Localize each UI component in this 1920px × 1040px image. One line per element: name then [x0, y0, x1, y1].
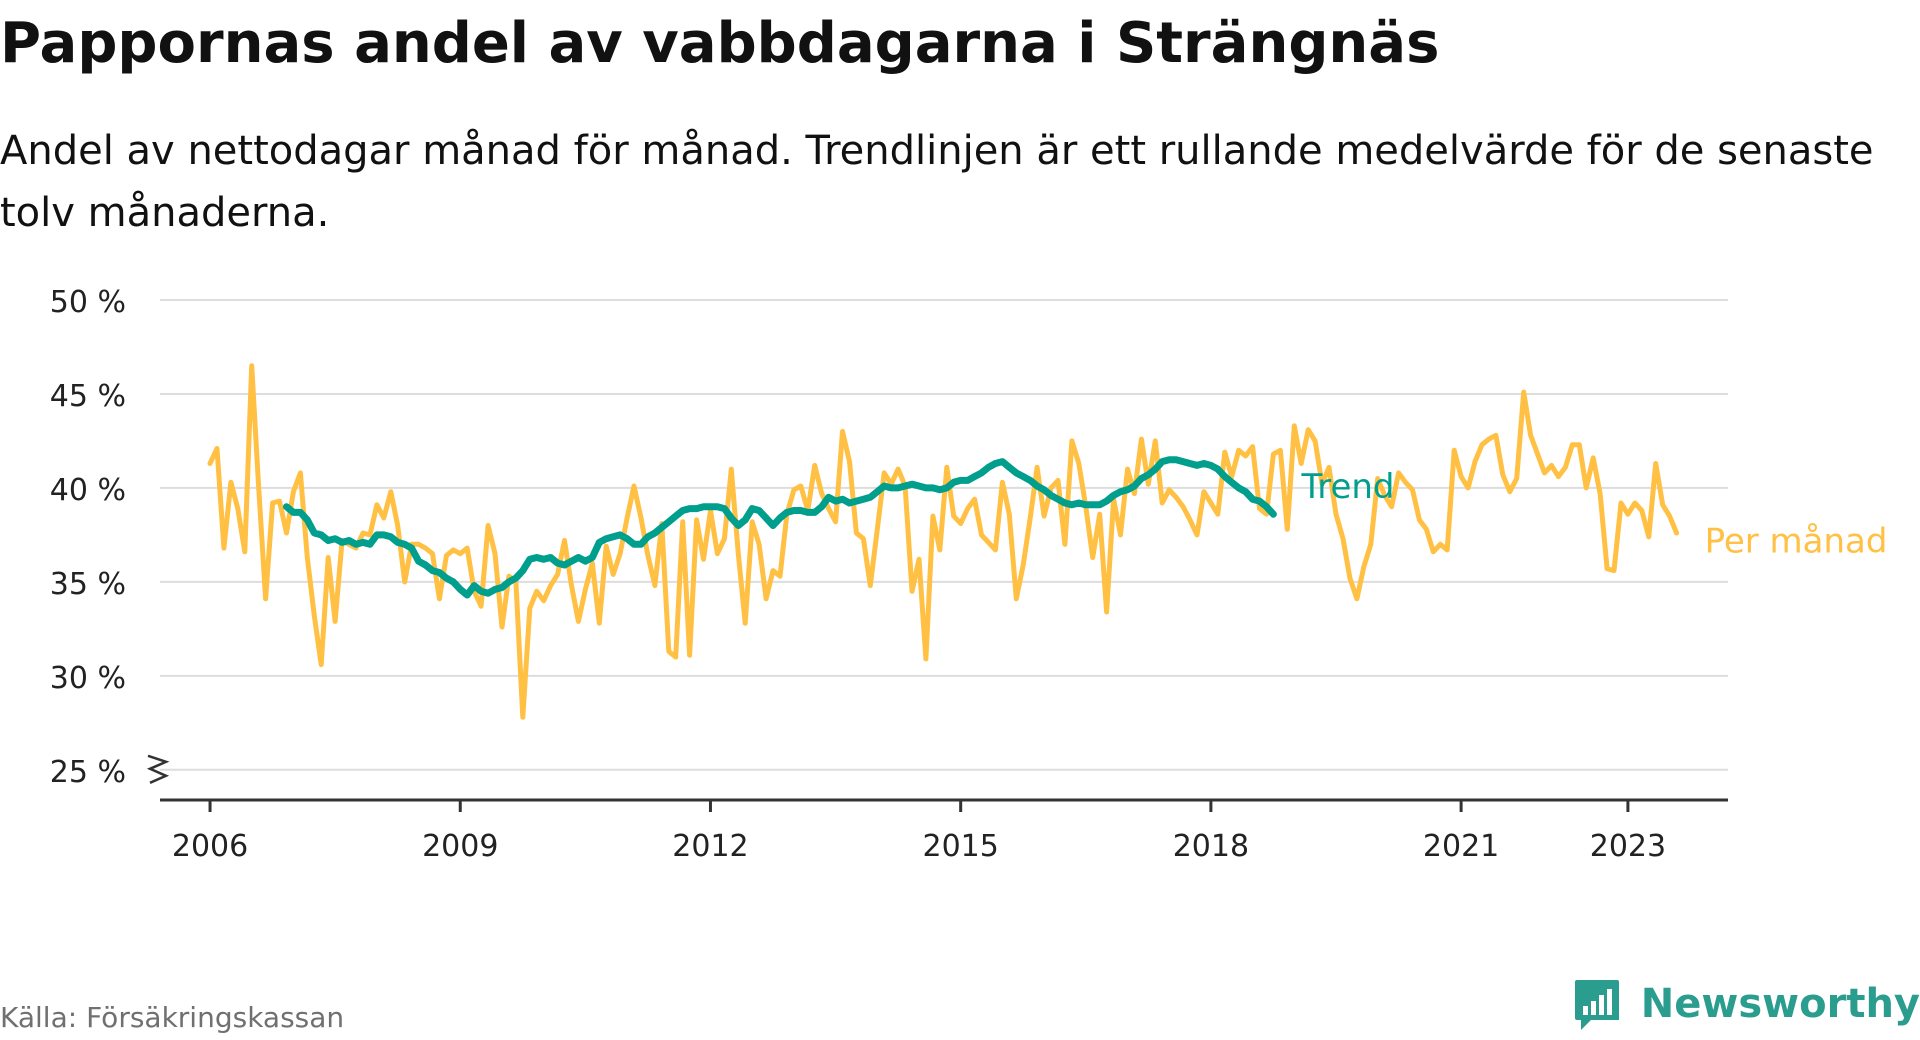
series-label-trend: Trend — [1300, 467, 1394, 507]
x-tick-label: 2018 — [1173, 829, 1249, 864]
y-tick-label: 40 % — [50, 473, 126, 508]
x-tick-label: 2009 — [422, 829, 498, 864]
y-axis-labels: 25 % 30 % 35 % 40 % 45 % 50 % — [50, 285, 126, 790]
y-tick-label: 45 % — [50, 379, 126, 414]
chart-title: Pappornas andel av vabbdagarna i Strängn… — [0, 11, 1440, 76]
brand-logo: Newsworthy — [1573, 976, 1920, 1032]
x-tick-label: 2012 — [672, 829, 748, 864]
chart-subtitle: Andel av nettodagar månad för månad. Tre… — [0, 128, 1874, 236]
y-tick-label: 50 % — [50, 285, 126, 320]
bar-chart-icon — [1574, 980, 1619, 1030]
series-labels: Per månad Trend — [1300, 467, 1887, 561]
series-label-per-manad: Per månad — [1705, 521, 1888, 561]
source-note: Källa: Försäkringskassan — [0, 1001, 345, 1034]
y-tick-label: 35 % — [50, 567, 126, 602]
gridlines — [146, 299, 1728, 784]
series-line-per-manad — [207, 363, 1680, 720]
x-tick-label: 2023 — [1590, 829, 1666, 864]
x-tick-label: 2006 — [172, 829, 248, 864]
axis-break-marker — [146, 754, 170, 784]
series-lines — [207, 363, 1680, 720]
x-axis: 2006 2009 2012 2015 2018 2021 2023 — [160, 798, 1728, 864]
series-line-trend — [283, 456, 1277, 599]
x-tick-label: 2021 — [1423, 829, 1499, 864]
line-chart: 25 % 30 % 35 % 40 % 45 % 50 % 2006 2009 2012 201… — [50, 285, 1888, 864]
y-tick-label: 25 % — [50, 755, 126, 790]
y-tick-label: 30 % — [50, 661, 126, 696]
x-tick-label: 2015 — [923, 829, 999, 864]
brand-name: Newsworthy — [1640, 981, 1920, 1027]
